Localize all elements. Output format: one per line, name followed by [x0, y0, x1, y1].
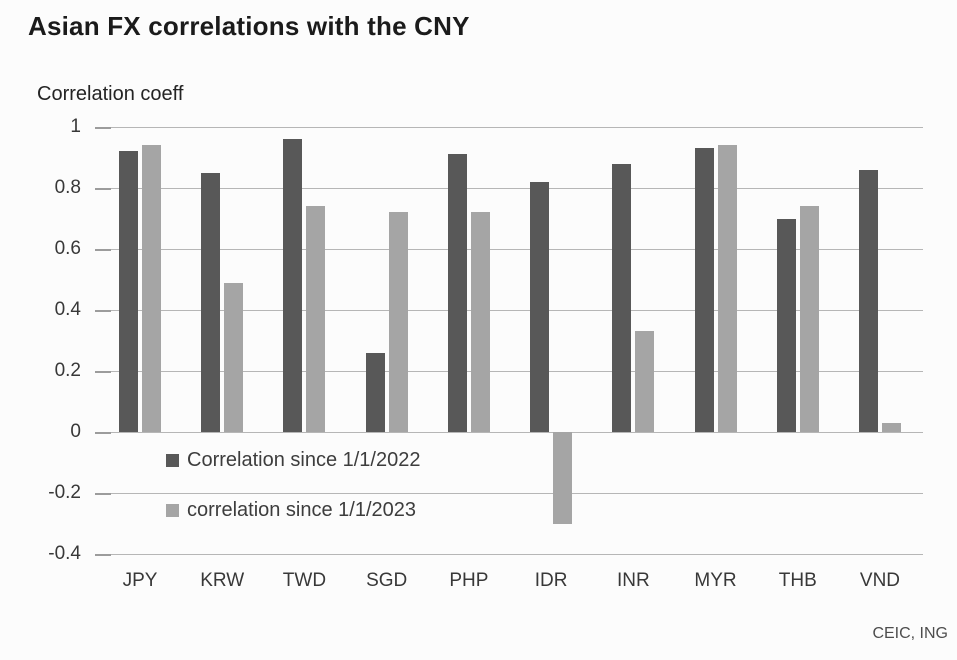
y-tick-mark: [95, 187, 111, 190]
y-tick-mark: [95, 431, 111, 434]
bar-vnd-series2: [881, 422, 901, 432]
bar-krw-series2: [224, 282, 244, 432]
chart-title: Asian FX correlations with the CNY: [28, 11, 470, 41]
gridline: [95, 554, 923, 555]
x-axis-label: SGD: [366, 570, 408, 591]
bar-idr-series2: [553, 432, 573, 524]
bar-sgd-series1: [365, 352, 385, 432]
bar-vnd-series1: [858, 169, 878, 432]
y-axis-title: Correlation coeff: [37, 83, 184, 105]
y-tick-label: 0.8: [54, 177, 81, 198]
bar-krw-series1: [201, 172, 221, 432]
bar-thb-series1: [776, 218, 796, 432]
legend-item: Correlation since 1/1/2022: [166, 448, 420, 472]
y-tick-label: 0.4: [54, 299, 81, 320]
bar-twd-series2: [306, 206, 326, 432]
x-axis-label: INR: [616, 570, 650, 591]
x-axis-label: VND: [859, 570, 901, 591]
gridline: [95, 249, 923, 250]
legend-swatch: [166, 453, 179, 467]
y-tick-label: -0.4: [48, 543, 81, 564]
gridline: [95, 188, 923, 189]
plot-area: 1 0.8 0.6 0.4 0.2 0 -0.2 -0.4 JPY KRW TWD SGD PHP IDR…: [48, 116, 923, 591]
legend: Correlation since 1/1/2022 correlation si…: [166, 448, 420, 548]
legend-label: correlation since 1/1/2023: [187, 498, 417, 521]
y-tick-label: 1: [70, 116, 81, 137]
y-tick-mark: [95, 126, 111, 129]
bar-php-series2: [470, 212, 490, 432]
bar-idr-series1: [530, 181, 550, 432]
y-tick-label: 0: [70, 421, 81, 442]
y-tick-label: 0.2: [54, 360, 81, 381]
y-tick-label: -0.2: [48, 482, 81, 503]
bar-thb-series2: [799, 206, 819, 432]
gridline: [95, 493, 923, 494]
source-credit: CEIC, ING: [872, 625, 948, 642]
y-tick-mark: [95, 492, 111, 495]
bar-sgd-series2: [388, 212, 408, 432]
legend-item: correlation since 1/1/2023: [166, 498, 420, 522]
gridline: [95, 310, 923, 311]
x-axis-label: TWD: [282, 570, 327, 591]
bar-jpy-series2: [142, 145, 161, 432]
y-tick-mark: [95, 309, 111, 312]
gridline: [95, 127, 923, 128]
bar-php-series1: [447, 154, 467, 432]
x-axis-label: THB: [778, 570, 817, 591]
x-axis-label: JPY: [122, 570, 158, 591]
gridline: [95, 371, 923, 372]
y-tick-mark: [95, 370, 111, 373]
y-tick-mark: [95, 248, 111, 251]
bar-jpy-series1: [119, 151, 138, 432]
bar-inr-series2: [635, 331, 655, 432]
bar-myr-series1: [694, 148, 714, 432]
gridline: [95, 432, 923, 433]
x-axis-label: MYR: [694, 570, 737, 591]
legend-swatch: [166, 503, 179, 517]
bar-twd-series1: [283, 139, 303, 432]
x-axis-label: KRW: [200, 570, 245, 591]
x-axis-label: IDR: [534, 570, 568, 591]
y-tick-label: 0.6: [54, 238, 81, 259]
y-tick-mark: [95, 553, 111, 556]
bar-myr-series2: [717, 145, 737, 432]
bar-inr-series1: [612, 163, 632, 432]
legend-label: Correlation since 1/1/2022: [187, 448, 421, 471]
x-axis-label: PHP: [449, 570, 489, 591]
